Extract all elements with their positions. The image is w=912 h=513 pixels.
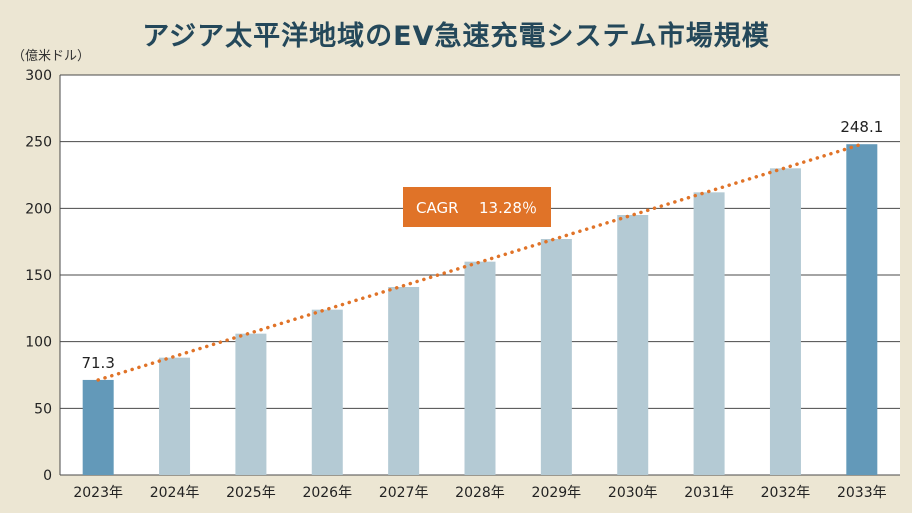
bar — [617, 215, 649, 475]
trend-line — [96, 142, 864, 382]
bar — [464, 261, 496, 475]
x-tick-label: 2032年 — [761, 485, 811, 501]
x-tick-label: 2024年 — [150, 485, 200, 501]
x-tick-label: 2027年 — [379, 485, 429, 501]
bar — [846, 144, 878, 475]
trend-line-group — [96, 142, 864, 382]
x-axis-ticks: 2023年 2024年 2025年 2026年 2027年 2028年 2029年 2030年… — [73, 485, 886, 501]
bar — [311, 309, 343, 475]
x-tick-label: 2031年 — [684, 485, 734, 501]
y-tick-label: 200 — [25, 201, 52, 217]
chart-title: アジア太平洋地域のEV急速充電システム市場規模 — [142, 21, 770, 52]
y-axis-unit-label: （億米ドル） — [12, 49, 91, 64]
y-axis-ticks: 0 50 100 150 200 250 300 — [25, 68, 52, 484]
data-label: 71.3 — [81, 354, 114, 372]
bar — [769, 168, 801, 476]
x-tick-label: 2030年 — [608, 485, 658, 501]
bar — [159, 357, 191, 475]
cagr-label: CAGR — [416, 199, 459, 217]
bar — [540, 239, 572, 475]
x-tick-label: 2029年 — [532, 485, 582, 501]
bar — [388, 287, 420, 475]
data-labels: 71.3 248.1 — [81, 118, 883, 372]
y-tick-label: 250 — [25, 135, 52, 151]
bars — [82, 144, 878, 476]
x-tick-label: 2026年 — [302, 485, 352, 501]
bar — [693, 192, 725, 476]
y-tick-label: 150 — [25, 268, 52, 284]
x-tick-label: 2023年 — [73, 485, 123, 501]
bar — [82, 379, 114, 475]
x-tick-label: 2025年 — [226, 485, 276, 501]
bar — [235, 333, 267, 475]
cagr-annotation: CAGR 13.28％ — [403, 187, 551, 227]
y-tick-label: 50 — [34, 401, 52, 417]
y-tick-label: 0 — [43, 468, 52, 484]
cagr-value: 13.28％ — [479, 199, 537, 217]
y-tick-label: 300 — [25, 68, 52, 84]
x-tick-label: 2033年 — [837, 485, 887, 501]
y-tick-label: 100 — [25, 335, 52, 351]
cagr-box — [403, 187, 551, 227]
x-tick-label: 2028年 — [455, 485, 505, 501]
data-label: 248.1 — [840, 118, 883, 136]
